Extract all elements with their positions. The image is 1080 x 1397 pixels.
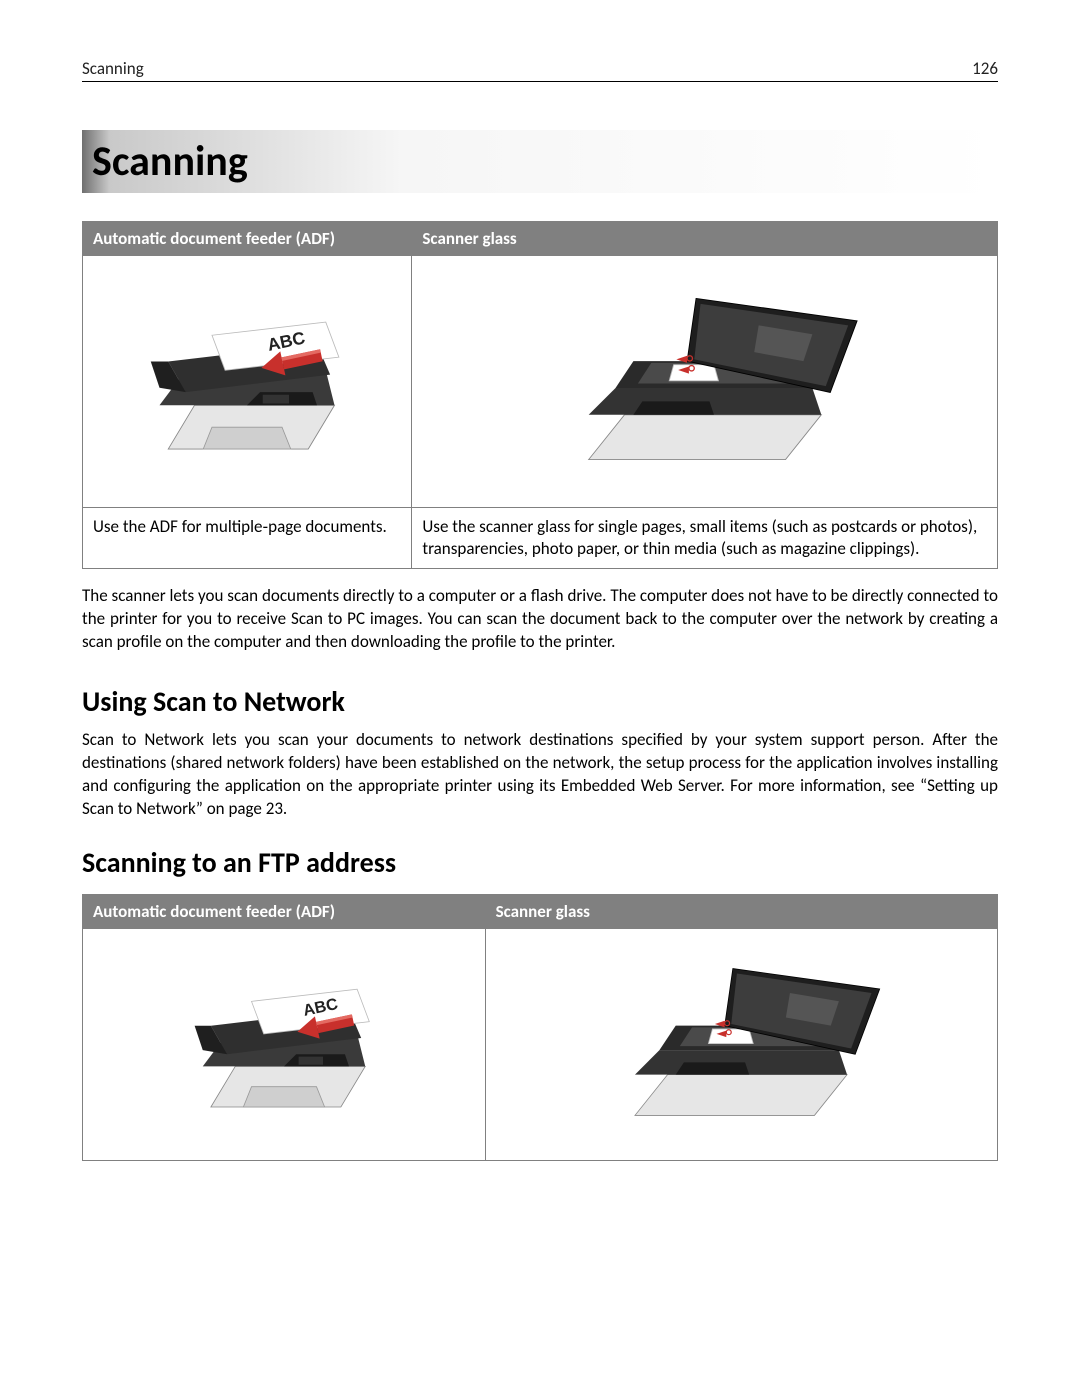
intro-paragraph: The scanner lets you scan documents dire… <box>82 585 998 654</box>
adf-printer-illustration <box>154 937 414 1147</box>
running-header: Scanning 126 <box>82 58 998 82</box>
comparison-table-2: Automatic document feeder (ADF) Scanner … <box>82 894 998 1161</box>
scanner-glass-illustration <box>586 937 896 1147</box>
table1-adf-image-cell <box>83 256 412 508</box>
page-title: Scanning <box>92 136 988 187</box>
table2-col2-header: Scanner glass <box>485 894 997 928</box>
section1-body: Scan to Network lets you scan your docum… <box>82 729 998 821</box>
table2-adf-image-cell <box>83 928 486 1160</box>
table1-col1-caption: Use the ADF for multiple‑page documents. <box>83 508 412 569</box>
section1-heading: Using Scan to Network <box>82 684 998 719</box>
scanner-glass-illustration <box>535 264 875 494</box>
comparison-table-1: Automatic document feeder (ADF) Scanner … <box>82 221 998 569</box>
section2-heading: Scanning to an FTP address <box>82 845 998 880</box>
table1-col2-caption: Use the scanner glass for single pages, … <box>412 508 998 569</box>
adf-printer-illustration <box>107 264 387 494</box>
header-section: Scanning <box>82 58 144 79</box>
table1-col1-header: Automatic document feeder (ADF) <box>83 222 412 256</box>
table2-col1-header: Automatic document feeder (ADF) <box>83 894 486 928</box>
table1-col2-header: Scanner glass <box>412 222 998 256</box>
header-page-number: 126 <box>972 58 998 79</box>
table1-glass-image-cell <box>412 256 998 508</box>
table2-glass-image-cell <box>485 928 997 1160</box>
title-band: Scanning <box>82 130 998 193</box>
